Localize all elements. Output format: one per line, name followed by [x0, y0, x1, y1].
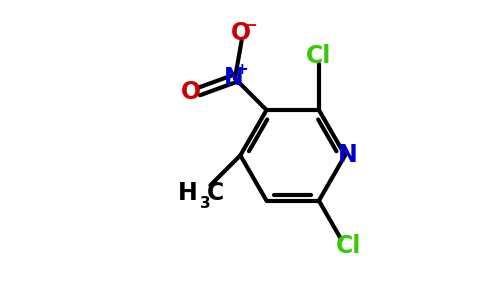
- Text: −: −: [244, 18, 257, 33]
- Text: +: +: [236, 62, 248, 77]
- Text: Cl: Cl: [336, 233, 362, 257]
- Text: O: O: [181, 80, 201, 103]
- Text: C: C: [207, 181, 225, 205]
- Text: Cl: Cl: [306, 44, 332, 68]
- Text: O: O: [231, 21, 251, 45]
- Text: H: H: [178, 181, 198, 205]
- Text: N: N: [338, 143, 358, 167]
- Text: 3: 3: [199, 196, 210, 211]
- Text: N: N: [224, 66, 243, 90]
